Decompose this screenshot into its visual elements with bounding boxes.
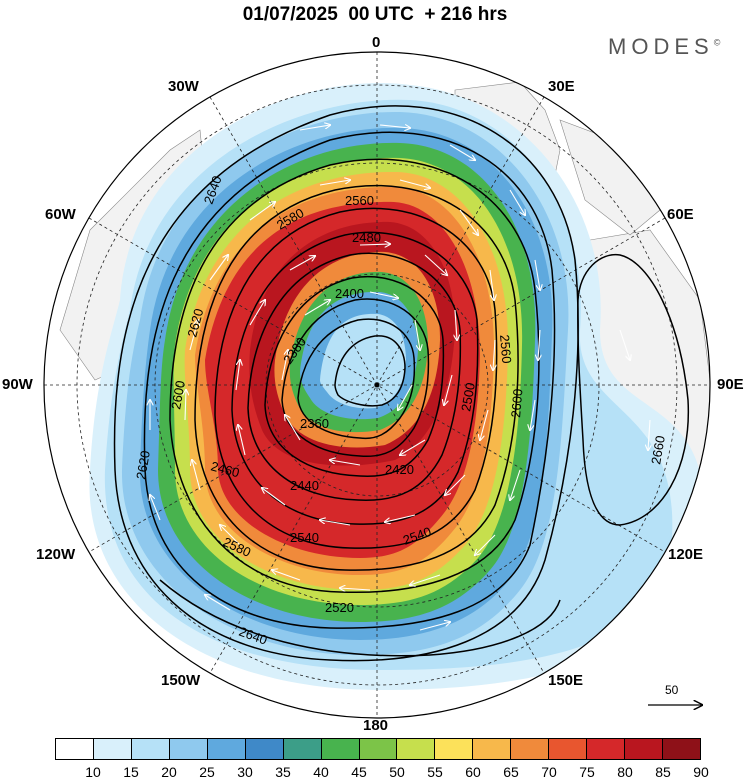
contour-label: 2660	[648, 434, 668, 465]
contour-label: 2540	[290, 530, 319, 545]
copyright-mark: ©	[713, 37, 721, 48]
wind-vectors	[150, 125, 650, 631]
polar-stereographic-map: 2640 2620 2600 2580 2560 2480 2400 2380 …	[43, 51, 711, 719]
colorbar-swatch	[131, 739, 170, 759]
colorbar-swatch	[435, 739, 474, 759]
map-disc: 2640 2620 2600 2580 2560 2480 2400 2380 …	[44, 52, 710, 718]
colorbar-tick-label: 10	[85, 764, 101, 780]
colorbar	[55, 738, 701, 760]
contour-2420	[281, 298, 430, 458]
contour-label: 2400	[335, 286, 364, 301]
colorbar-swatch	[207, 739, 246, 759]
contour-2380	[297, 318, 416, 440]
colorbar-swatch	[663, 739, 700, 759]
contour-2580	[194, 184, 519, 571]
contour-2360	[334, 335, 406, 407]
colorbar-tick-label: 25	[199, 764, 215, 780]
contour-label: 2440	[290, 478, 319, 493]
contour-2640-outer	[113, 105, 579, 662]
contour-2620	[143, 131, 556, 629]
contour-label: 2620	[184, 307, 206, 339]
contour-2560	[214, 207, 498, 549]
contour-label: 2520	[325, 600, 354, 615]
colorbar-tick-label: 40	[313, 764, 329, 780]
contour-2480	[264, 275, 445, 477]
lon-label-150e: 150E	[548, 672, 584, 689]
colorbar-tick-label: 70	[541, 764, 557, 780]
north-pole-marker	[374, 382, 380, 388]
colorbar-tick-label: 45	[351, 764, 367, 780]
colorbar-tick-label: 50	[389, 764, 405, 780]
contour-label: 2620	[133, 449, 153, 480]
colorbar-swatch	[549, 739, 588, 759]
contour-label: 2480	[352, 230, 381, 245]
colorbar-tick-label: 65	[503, 764, 519, 780]
lon-label-60w: 60W	[45, 206, 76, 223]
colorbar-swatch	[473, 739, 512, 759]
lon-label-60e: 60E	[667, 206, 694, 223]
colorbar-tick-label: 75	[579, 764, 595, 780]
lon-label-30e: 30E	[548, 78, 575, 95]
colorbar-tick-label: 35	[275, 764, 291, 780]
colorbar-tick-label: 20	[161, 764, 177, 780]
contour-2640-south	[159, 579, 561, 657]
contour-2660-east	[577, 254, 690, 526]
colorbar-tick-label: 85	[655, 764, 671, 780]
contour-label: 2500	[458, 381, 478, 412]
colorbar-swatch	[245, 739, 284, 759]
colorbar-tick-label: 30	[237, 764, 253, 780]
lon-label-90e: 90E	[717, 376, 744, 393]
contour-2600	[169, 158, 540, 594]
colorbar-swatch	[359, 739, 398, 759]
reference-wind-value: 50	[665, 683, 679, 697]
height-contours	[113, 105, 690, 662]
colorbar-swatch	[511, 739, 550, 759]
contour-label: 2360	[300, 416, 329, 431]
colorbar-swatch	[587, 739, 626, 759]
colorbar-swatch	[93, 739, 132, 759]
contour-label: 2600	[508, 388, 525, 418]
lon-label-120e: 120E	[668, 546, 704, 563]
colorbar-swatch	[625, 739, 663, 759]
lon-label-120w: 120W	[36, 546, 76, 563]
colorbar-tick-label: 90	[693, 764, 709, 780]
colorbar-swatch	[397, 739, 436, 759]
contour-2520	[247, 252, 462, 501]
colorbar-tick-label: 15	[123, 764, 139, 780]
brand-logo: MODES©	[608, 34, 720, 60]
lon-label-90w: 90W	[2, 376, 33, 393]
colorbar-swatch	[169, 739, 208, 759]
lon-label-180: 180	[363, 717, 389, 734]
colorbar-swatch	[321, 739, 360, 759]
colorbar-tick-label: 60	[465, 764, 481, 780]
contour-label: 2560	[497, 334, 514, 364]
inner-band-15	[320, 313, 406, 409]
lon-label-0: 0	[372, 34, 381, 51]
colorbar-swatch	[283, 739, 322, 759]
colorbar-tick-label: 80	[617, 764, 633, 780]
colorbar-tick-label: 55	[427, 764, 443, 780]
brand-name: MODES	[608, 34, 714, 59]
colorbar-ticks: 10 15 20 25 30 35 40 45 50 55 60 65 70 75 80 85 90	[55, 764, 709, 782]
contour-label: 2460	[209, 458, 241, 480]
map-border	[43, 51, 711, 719]
contour-label: 2560	[345, 193, 374, 208]
lon-label-150w: 150W	[161, 672, 201, 689]
colorbar-swatch	[56, 739, 94, 759]
contour-label: 2600	[168, 379, 188, 410]
map-title: 01/07/2025 00 UTC + 216 hrs	[242, 4, 508, 25]
lon-label-30w: 30W	[168, 78, 199, 95]
contour-label: 2420	[385, 462, 414, 477]
